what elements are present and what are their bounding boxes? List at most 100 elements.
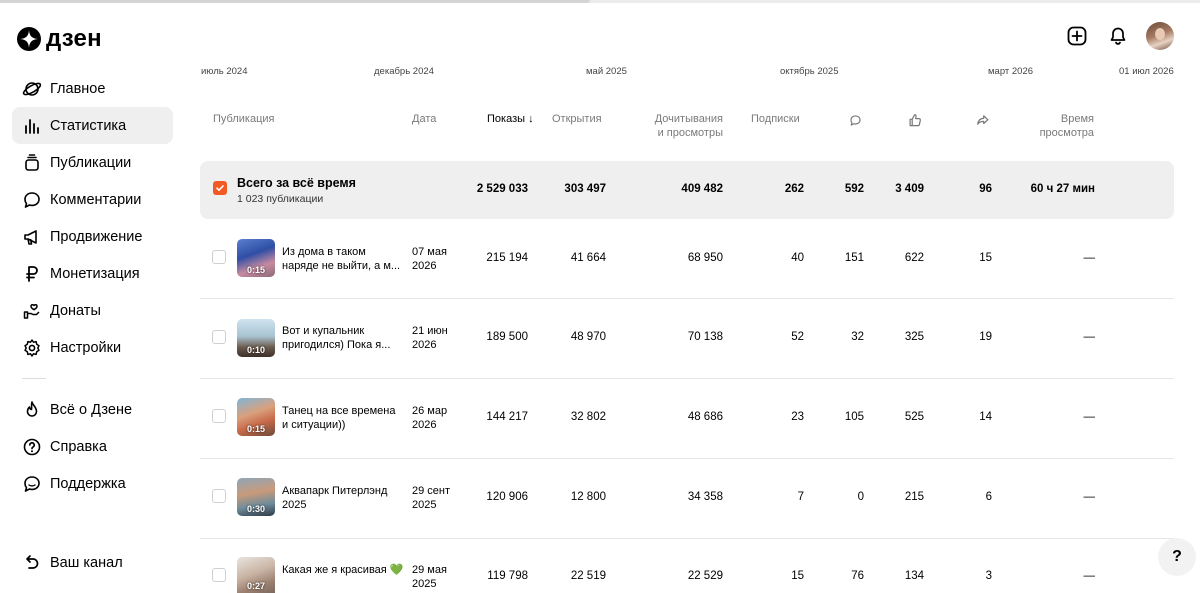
video-duration: 0:15	[246, 265, 265, 275]
publication-title[interactable]: Вот и купальник пригодился) Пока я...	[282, 325, 391, 351]
video-thumbnail[interactable]: 0:15	[237, 239, 275, 277]
header-opens[interactable]: Открытия	[552, 113, 602, 125]
date-day: 29 сент	[412, 485, 451, 497]
timeline-label: октябрь 2025	[780, 66, 839, 77]
publication-title[interactable]: Какая же я красивая 💚	[282, 564, 404, 576]
sidebar-item-comments[interactable]: Комментарии	[12, 181, 173, 218]
sidebar-item-monetization[interactable]: Монетизация	[12, 255, 173, 292]
sidebar-item-support[interactable]: Поддержка	[12, 465, 173, 502]
sidebar-item-settings[interactable]: Настройки	[12, 329, 173, 366]
sidebar-divider	[22, 378, 46, 379]
header-watch-time[interactable]: Время просмотра	[1020, 112, 1094, 140]
header-reads[interactable]: Дочитывания и просмотры	[651, 112, 723, 140]
summary-checkbox[interactable]	[213, 181, 227, 195]
sidebar-item-label: Публикации	[50, 154, 132, 171]
sidebar-item-statistics[interactable]: Статистика	[12, 107, 173, 144]
publication-title[interactable]: Танец на все времена и ситуации))	[282, 405, 396, 431]
dzen-logo[interactable]: дзен	[17, 27, 102, 51]
sidebar-item-about-dzen[interactable]: Всё о Дзене	[12, 391, 173, 428]
cell-likes: 325	[904, 331, 924, 343]
ruble-icon	[22, 264, 42, 284]
publication-date: 07 мая 2026	[412, 245, 447, 273]
publication-title[interactable]: Из дома в таком наряде не выйти, а м...	[282, 246, 401, 272]
publications-icon	[22, 153, 42, 173]
sidebar-item-help[interactable]: Справка	[12, 428, 173, 465]
header-time-line1: Время	[1060, 113, 1094, 125]
cell-comments: 151	[844, 252, 864, 264]
table-row[interactable]	[200, 299, 1174, 379]
summary-shares: 96	[979, 183, 992, 195]
cell-likes: 622	[904, 252, 924, 264]
cell-comments: 76	[851, 570, 864, 582]
back-arrow-icon	[22, 553, 42, 573]
megaphone-icon	[22, 227, 42, 247]
cell-subs: 15	[791, 570, 804, 582]
sidebar-item-label: Монетизация	[50, 265, 140, 282]
bar-chart-icon	[22, 116, 42, 136]
timeline-axis[interactable]: июль 2024 декабрь 2024 май 2025 октябрь …	[0, 66, 1200, 80]
help-button[interactable]: ?	[1158, 538, 1196, 576]
cell-shares: 6	[985, 491, 992, 503]
video-thumbnail[interactable]: 0:30	[237, 478, 275, 516]
timeline-label: июль 2024	[201, 66, 248, 77]
comment-icon	[22, 190, 42, 210]
row-checkbox[interactable]	[212, 568, 226, 582]
bell-icon[interactable]	[1107, 25, 1129, 47]
cell-shares: 14	[979, 411, 992, 423]
timeline-label: март 2026	[988, 66, 1034, 77]
table-row[interactable]	[200, 219, 1174, 299]
sort-down-icon: ↓	[528, 113, 534, 125]
cell-subs: 52	[791, 331, 804, 343]
summary-likes: 3 409	[895, 183, 924, 195]
table-row[interactable]	[200, 379, 1174, 459]
cell-reads: 48 686	[687, 411, 723, 423]
sidebar-item-label: Продвижение	[50, 228, 143, 245]
publication-date: 21 июн 2026	[412, 324, 448, 352]
date-day: 07 мая	[412, 246, 447, 258]
cell-shows: 215 194	[486, 252, 528, 264]
sidebar-item-publications[interactable]: Публикации	[12, 144, 173, 181]
video-thumbnail[interactable]: 0:27	[237, 557, 275, 593]
sidebar-item-promotion[interactable]: Продвижение	[12, 218, 173, 255]
table-row[interactable]	[200, 459, 1174, 539]
user-avatar[interactable]	[1146, 22, 1174, 50]
sidebar-item-main[interactable]: Главное	[12, 70, 173, 107]
row-checkbox[interactable]	[212, 489, 226, 503]
summary-title: Всего за всё время	[237, 176, 356, 190]
row-checkbox[interactable]	[212, 250, 226, 264]
video-thumbnail[interactable]: 0:15	[237, 398, 275, 436]
cell-watch-time: —	[1083, 331, 1096, 343]
cell-subs: 40	[791, 252, 804, 264]
sidebar-item-label: Справка	[50, 438, 107, 455]
summary-reads: 409 482	[681, 183, 723, 195]
video-thumbnail[interactable]: 0:10	[237, 319, 275, 357]
cell-opens: 48 970	[570, 331, 606, 343]
cell-watch-time: —	[1083, 491, 1096, 503]
header-time-line2: просмотра	[1039, 127, 1094, 139]
cell-comments: 32	[851, 331, 864, 343]
cell-comments: 0	[857, 491, 864, 503]
gear-icon	[22, 338, 42, 358]
header-subscriptions[interactable]: Подписки	[751, 113, 800, 125]
add-publication-icon[interactable]	[1066, 25, 1088, 47]
logo-text: дзен	[46, 25, 102, 52]
sidebar-item-donations[interactable]: Донаты	[12, 292, 173, 329]
check-icon	[216, 185, 224, 191]
header-date[interactable]: Дата	[412, 113, 437, 125]
video-duration: 0:27	[246, 581, 265, 591]
sidebar-item-label: Ваш канал	[50, 554, 123, 571]
header-shows[interactable]: Показы ↓	[487, 112, 534, 126]
timeline-label: май 2025	[586, 66, 627, 77]
sidebar-item-your-channel[interactable]: Ваш канал	[12, 544, 173, 581]
comment-column-icon[interactable]	[847, 112, 863, 128]
publication-title[interactable]: Аквапарк Питерлэнд 2025	[282, 485, 388, 511]
cell-subs: 23	[791, 411, 804, 423]
like-column-icon[interactable]	[907, 112, 923, 128]
header-publication[interactable]: Публикация	[213, 113, 275, 125]
top-progress-strip	[0, 0, 1200, 3]
chat-icon	[22, 474, 42, 494]
row-checkbox[interactable]	[212, 330, 226, 344]
share-column-icon[interactable]	[975, 112, 991, 128]
row-checkbox[interactable]	[212, 409, 226, 423]
cell-shows: 144 217	[486, 411, 528, 423]
